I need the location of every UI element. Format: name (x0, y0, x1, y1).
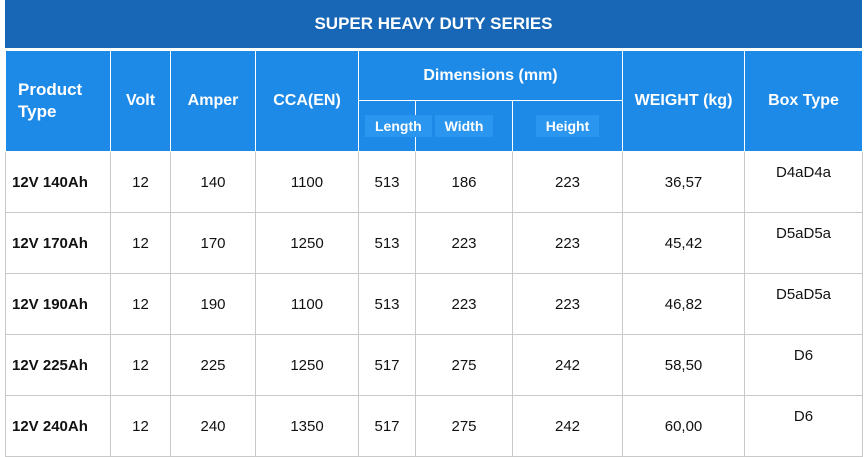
cell-amper: 240 (170, 395, 256, 457)
cell-model: 12V 225Ah (5, 334, 111, 396)
cell-width: 223 (415, 212, 513, 274)
table-row: 12V 225Ah 12 225 1250 517 275 242 58,50 … (5, 334, 864, 396)
header-volt: Volt (110, 50, 171, 152)
table-row: 12V 170Ah 12 170 1250 513 223 223 45,42 … (5, 212, 864, 274)
header-product-type: Product Type (5, 50, 111, 152)
header-length-label: Length (365, 115, 432, 137)
cell-amper: 225 (170, 334, 256, 396)
cell-box-type: D6 (744, 395, 864, 457)
cell-length: 517 (358, 395, 416, 457)
header-amper: Amper (170, 50, 256, 152)
cell-cca: 1250 (255, 334, 359, 396)
cell-width: 223 (415, 273, 513, 335)
cell-amper: 170 (170, 212, 256, 274)
header-cca: CCA(EN) (255, 50, 359, 152)
cell-volt: 12 (110, 151, 171, 213)
table-row: 12V 190Ah 12 190 1100 513 223 223 46,82 … (5, 273, 864, 335)
table-row: 12V 140Ah 12 140 1100 513 186 223 36,57 … (5, 151, 864, 213)
cell-weight: 46,82 (622, 273, 746, 335)
cell-cca: 1350 (255, 395, 359, 457)
cell-amper: 190 (170, 273, 256, 335)
cell-length: 513 (358, 151, 416, 213)
cell-volt: 12 (110, 212, 171, 274)
cell-width: 275 (415, 395, 513, 457)
header-box-type: Box Type (744, 50, 864, 152)
spec-sheet: SUPER HEAVY DUTY SERIES Product Type Vol… (5, 0, 864, 457)
cell-volt: 12 (110, 273, 171, 335)
header-height-label: Height (535, 115, 600, 137)
cell-model: 12V 240Ah (5, 395, 111, 457)
header-height: Height (511, 100, 624, 152)
cell-model: 12V 140Ah (5, 151, 111, 213)
cell-length: 513 (358, 273, 416, 335)
cell-weight: 60,00 (622, 395, 746, 457)
cell-height: 223 (511, 212, 624, 274)
cell-weight: 45,42 (622, 212, 746, 274)
header-width: Width (415, 100, 513, 152)
cell-volt: 12 (110, 395, 171, 457)
cell-cca: 1250 (255, 212, 359, 274)
cell-cca: 1100 (255, 151, 359, 213)
cell-box-type: D5aD5a (744, 212, 864, 274)
cell-box-type: D4aD4a (744, 151, 864, 213)
cell-height: 242 (511, 334, 624, 396)
header-width-label: Width (434, 115, 494, 137)
cell-length: 517 (358, 334, 416, 396)
cell-cca: 1100 (255, 273, 359, 335)
cell-height: 223 (511, 273, 624, 335)
cell-box-type: D5aD5a (744, 273, 864, 335)
cell-width: 186 (415, 151, 513, 213)
cell-weight: 58,50 (622, 334, 746, 396)
cell-amper: 140 (170, 151, 256, 213)
cell-box-type: D6 (744, 334, 864, 396)
cell-length: 513 (358, 212, 416, 274)
battery-spec-table: Product Type Volt Amper CCA(EN) Dimensio… (5, 50, 864, 457)
cell-height: 223 (511, 151, 624, 213)
header-length: Length (358, 100, 432, 152)
cell-weight: 36,57 (622, 151, 746, 213)
table-title: SUPER HEAVY DUTY SERIES (5, 0, 862, 50)
table-row: 12V 240Ah 12 240 1350 517 275 242 60,00 … (5, 395, 864, 457)
cell-width: 275 (415, 334, 513, 396)
header-weight: WEIGHT (kg) (622, 50, 746, 152)
cell-height: 242 (511, 395, 624, 457)
cell-volt: 12 (110, 334, 171, 396)
header-dimensions: Dimensions (mm) (357, 50, 624, 101)
cell-model: 12V 170Ah (5, 212, 111, 274)
cell-model: 12V 190Ah (5, 273, 111, 335)
